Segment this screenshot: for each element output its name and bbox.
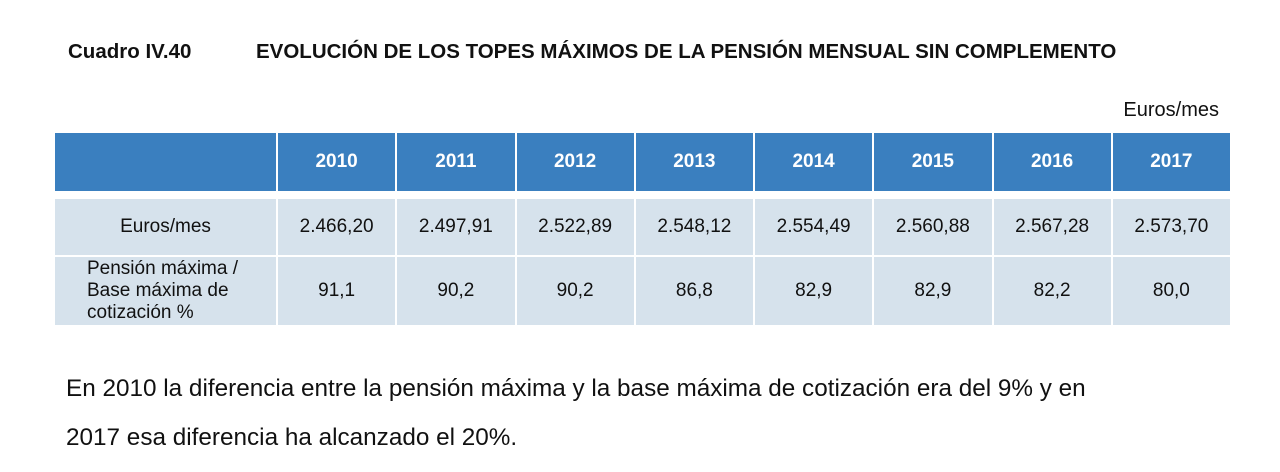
table-cell: 80,0 <box>1110 256 1233 325</box>
row-label-euros: Euros/mes <box>53 199 278 257</box>
table-cell: 82,9 <box>872 256 994 325</box>
table-cell: 91,1 <box>275 256 398 325</box>
table-cell: 2.560,88 <box>872 199 994 257</box>
header-year-2012: 2012 <box>514 133 636 191</box>
header-year-2013: 2013 <box>633 133 756 191</box>
table-cell: 2.497,91 <box>395 199 517 257</box>
table-spacer-row <box>54 191 1231 199</box>
row-label-ratio: Pensión máxima / Base máxima de cotizaci… <box>53 256 278 325</box>
table-cell: 86,8 <box>633 256 756 325</box>
table-cell: 82,9 <box>752 256 875 325</box>
paragraph-line: En 2010 la diferencia entre la pensión m… <box>66 375 1086 402</box>
table-cell: 82,2 <box>991 256 1113 325</box>
table-cell: 2.573,70 <box>1110 199 1233 257</box>
table-cell: 90,2 <box>395 256 517 325</box>
body-paragraph: En 2010 la diferencia entre la pensión m… <box>66 364 1236 462</box>
header-year-2016: 2016 <box>991 133 1113 191</box>
pension-table: 2010 2011 2012 2013 2014 2015 2016 2017 … <box>53 133 1233 325</box>
row-label-line: Pensión máxima / <box>87 258 239 279</box>
header-year-2015: 2015 <box>872 133 994 191</box>
header-year-2011: 2011 <box>395 133 517 191</box>
table-caption: Cuadro IV.40 EVOLUCIÓN DE LOS TOPES MÁXI… <box>68 40 1228 68</box>
row-label-line: cotización % <box>87 302 194 323</box>
table-header-row: 2010 2011 2012 2013 2014 2015 2016 2017 <box>53 133 1233 191</box>
table-cell: 2.554,49 <box>752 199 875 257</box>
header-year-2014: 2014 <box>752 133 875 191</box>
table-cell: 2.522,89 <box>514 199 636 257</box>
header-year-2017: 2017 <box>1110 133 1233 191</box>
table-row-euros: Euros/mes 2.466,20 2.497,91 2.522,89 2.5… <box>53 199 1233 257</box>
caption-label: Cuadro IV.40 <box>68 40 192 63</box>
table-cell: 2.466,20 <box>275 199 398 257</box>
paragraph-line: 2017 esa diferencia ha alcanzado el 20%. <box>66 424 518 451</box>
header-year-2010: 2010 <box>275 133 398 191</box>
header-blank-cell <box>53 133 278 191</box>
table-cell: 2.548,12 <box>633 199 756 257</box>
caption-title: EVOLUCIÓN DE LOS TOPES MÁXIMOS DE LA PEN… <box>256 40 1117 63</box>
units-label: Euros/mes <box>1123 99 1219 121</box>
table-row-ratio: Pensión máxima / Base máxima de cotizaci… <box>53 256 1233 325</box>
table-cell: 2.567,28 <box>991 199 1113 257</box>
table-cell: 90,2 <box>514 256 636 325</box>
row-label-line: Base máxima de <box>87 280 229 301</box>
